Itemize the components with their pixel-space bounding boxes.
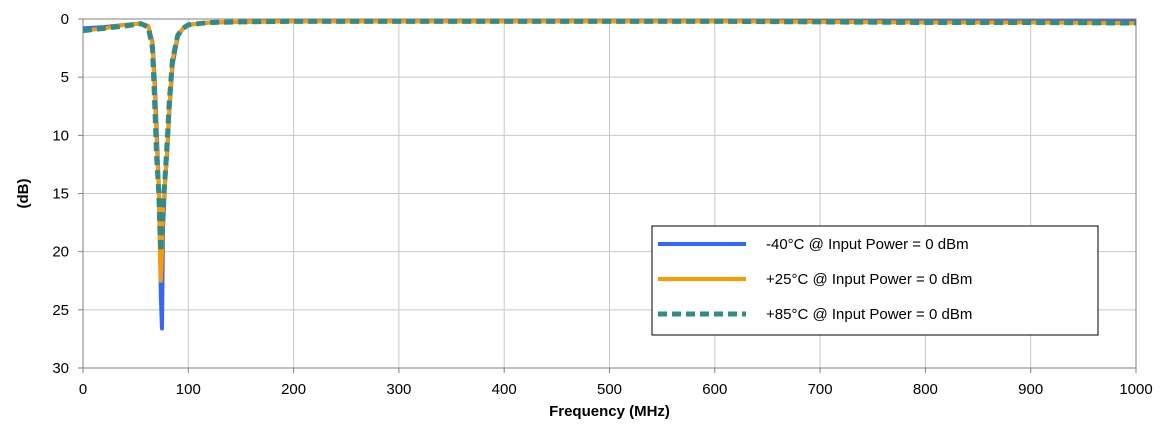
x-tick-label: 300	[386, 381, 411, 398]
x-tick-label: 800	[913, 381, 938, 398]
x-axis-title: Frequency (MHz)	[549, 403, 670, 420]
y-tick-label: 15	[52, 186, 69, 203]
legend-label: +25°C @ Input Power = 0 dBm	[766, 271, 972, 288]
x-tick-label: 100	[176, 381, 201, 398]
x-tick-label: 500	[597, 381, 622, 398]
y-axis-ticks: 0 5 10 15 20 25 30	[52, 11, 83, 377]
x-tick-label: 200	[281, 381, 306, 398]
legend: -40°C @ Input Power = 0 dBm +25°C @ Input…	[651, 225, 1099, 336]
x-axis-ticks: 0 100 200 300 400 500 600 700 800 900 1000	[79, 368, 1153, 398]
y-axis-title: (dB)	[15, 179, 32, 209]
y-tick-label: 30	[52, 360, 69, 377]
x-tick-label: 400	[492, 381, 517, 398]
y-tick-label: 0	[61, 11, 69, 28]
x-tick-label: 900	[1018, 381, 1043, 398]
y-tick-label: 20	[52, 244, 69, 261]
x-tick-label: 0	[79, 381, 87, 398]
series-line-3	[82, 18, 1137, 255]
x-tick-label: 600	[702, 381, 727, 398]
y-tick-label: 25	[52, 302, 69, 319]
series-lines	[82, 18, 1137, 331]
legend-label: -40°C @ Input Power = 0 dBm	[766, 236, 969, 253]
y-tick-label: 10	[52, 127, 69, 144]
x-tick-label: 1000	[1119, 381, 1152, 398]
y-tick-label: 5	[61, 69, 69, 86]
legend-label: +85°C @ Input Power = 0 dBm	[766, 306, 972, 323]
x-tick-label: 700	[808, 381, 833, 398]
